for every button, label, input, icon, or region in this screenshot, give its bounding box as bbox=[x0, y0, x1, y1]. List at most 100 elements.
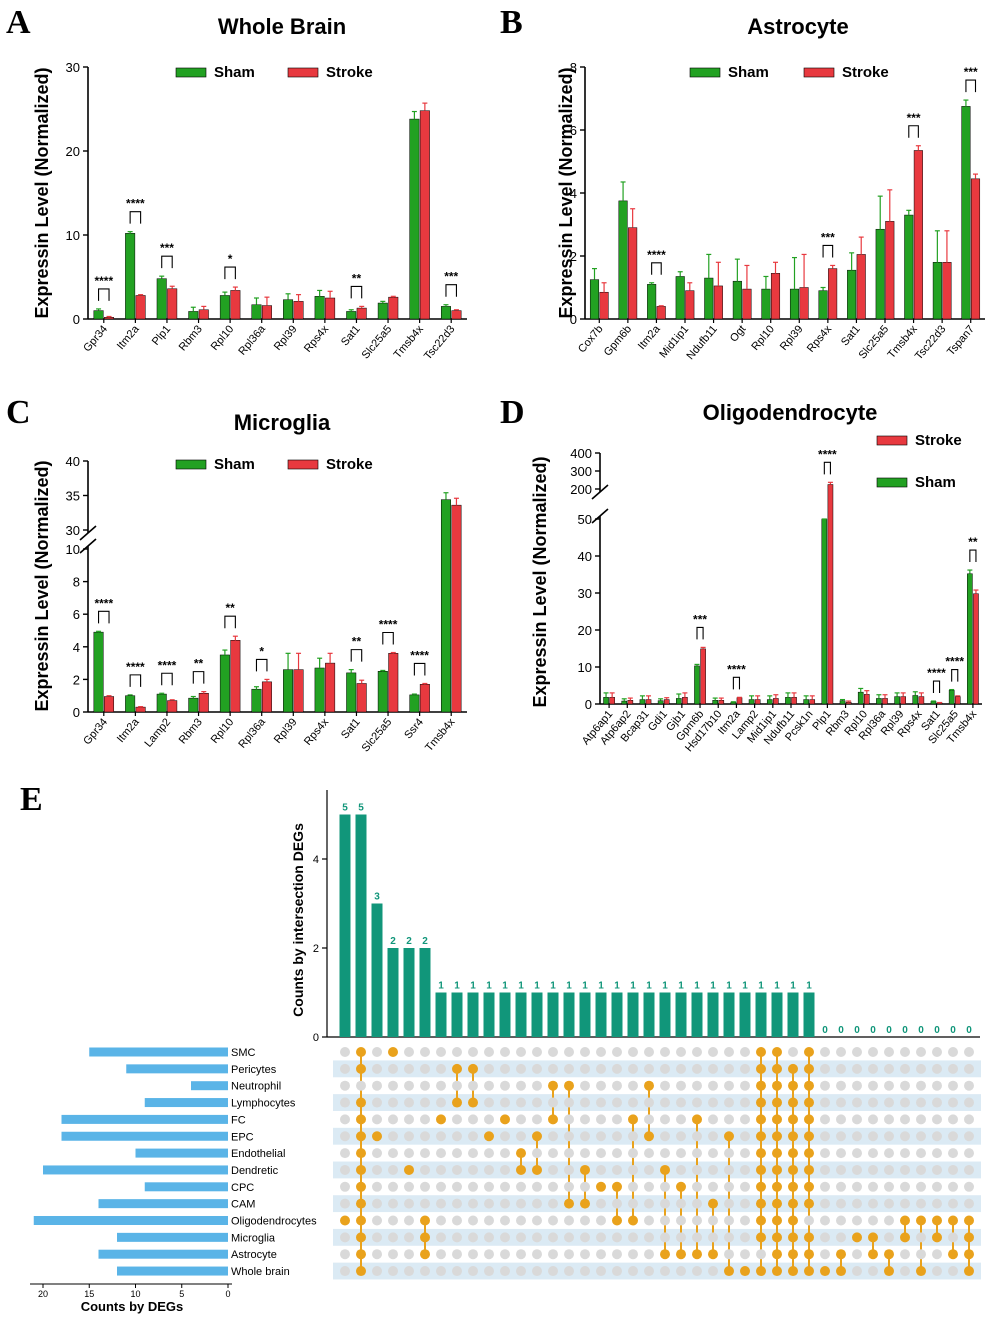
matrix-dot-empty bbox=[452, 1249, 462, 1260]
matrix-dot-empty bbox=[900, 1097, 910, 1108]
significance-bracket bbox=[651, 262, 662, 275]
matrix-dot-empty bbox=[916, 1080, 926, 1091]
set-size-bar bbox=[135, 1148, 228, 1158]
matrix-dot-empty bbox=[820, 1148, 830, 1159]
matrix-dot-empty bbox=[932, 1266, 942, 1277]
significance-label: *** bbox=[160, 241, 174, 255]
significance-bracket bbox=[823, 461, 831, 475]
matrix-dot-empty bbox=[660, 1080, 670, 1091]
bar-sham-Rpl10 bbox=[219, 654, 230, 713]
matrix-dot-empty bbox=[596, 1232, 606, 1243]
matrix-dot-empty bbox=[500, 1232, 510, 1243]
matrix-dot-empty bbox=[820, 1047, 830, 1057]
matrix-dot-filled bbox=[852, 1232, 862, 1243]
matrix-dot-filled bbox=[756, 1215, 766, 1226]
y-axis-label: Expressin Level (Normalized) bbox=[530, 456, 550, 707]
matrix-dot-empty bbox=[596, 1097, 606, 1108]
x-tick-label: Sat1 bbox=[339, 323, 363, 348]
y-tick-label: 8 bbox=[73, 575, 80, 590]
bar-sham-Tmsb4x bbox=[904, 214, 914, 320]
matrix-dot-empty bbox=[948, 1097, 958, 1108]
bar-sham-Plp1 bbox=[821, 518, 828, 705]
matrix-dot-empty bbox=[404, 1047, 414, 1057]
matrix-dot-empty bbox=[852, 1164, 862, 1175]
bar-sham-Tspan7 bbox=[961, 106, 971, 320]
row-stripe bbox=[333, 1161, 981, 1179]
matrix-dot-filled bbox=[772, 1131, 782, 1142]
matrix-dot-filled bbox=[548, 1114, 558, 1125]
legend-label: Sham bbox=[214, 456, 255, 473]
matrix-dot-filled bbox=[596, 1181, 606, 1192]
matrix-dot-empty bbox=[388, 1148, 398, 1159]
matrix-dot-empty bbox=[564, 1097, 574, 1108]
axes bbox=[79, 461, 467, 713]
matrix-dot-empty bbox=[404, 1266, 414, 1277]
bar-stroke-Ndufb11 bbox=[791, 697, 797, 705]
bar-stroke-Rbm3 bbox=[198, 309, 209, 320]
matrix-dot-empty bbox=[932, 1164, 942, 1175]
chart-title: Astrocyte bbox=[747, 14, 848, 39]
matrix-dot-filled bbox=[580, 1164, 590, 1175]
matrix-dot-empty bbox=[900, 1148, 910, 1159]
matrix-dot-empty bbox=[468, 1215, 478, 1226]
matrix-dot-filled bbox=[788, 1131, 798, 1142]
matrix-dot-empty bbox=[692, 1097, 702, 1108]
matrix-dot-empty bbox=[740, 1097, 750, 1108]
intersection-count: 0 bbox=[870, 1025, 876, 1036]
bar-sham-Rbm3 bbox=[188, 311, 199, 320]
y-tick-label: 0 bbox=[570, 312, 577, 327]
matrix-dot-filled bbox=[916, 1215, 926, 1226]
bar-stroke-Rpl36a bbox=[261, 305, 272, 320]
matrix-dot-empty bbox=[404, 1080, 414, 1091]
matrix-dot-empty bbox=[596, 1114, 606, 1125]
matrix-dot-filled bbox=[788, 1232, 798, 1243]
matrix-dot-empty bbox=[612, 1266, 622, 1277]
matrix-dot-empty bbox=[820, 1232, 830, 1243]
matrix-dot-empty bbox=[500, 1063, 510, 1074]
matrix-dot-empty bbox=[388, 1198, 398, 1209]
significance-label: *** bbox=[444, 270, 458, 284]
bar-stroke-Rpl10 bbox=[230, 290, 241, 320]
bar-stroke-Itm2a bbox=[135, 295, 146, 320]
significance-bracket bbox=[696, 626, 704, 640]
intersection-count: 2 bbox=[390, 936, 396, 947]
upset-y-tick-label: 2 bbox=[313, 943, 319, 955]
y-tick-label: 0 bbox=[73, 312, 80, 327]
matrix-dot-empty bbox=[516, 1215, 526, 1226]
significance-bracket bbox=[445, 284, 457, 297]
significance-label: *** bbox=[907, 111, 921, 125]
significance-bracket bbox=[822, 244, 834, 258]
x-tick-label: Itm2a bbox=[115, 716, 142, 745]
x-tick-label: Itm2a bbox=[636, 323, 663, 352]
matrix-dot-filled bbox=[356, 1114, 366, 1125]
bar-stroke-Tmsb4x bbox=[913, 150, 923, 320]
matrix-dot-empty bbox=[420, 1063, 430, 1074]
matrix-dot-empty bbox=[964, 1114, 974, 1125]
intersection-count: 1 bbox=[790, 981, 796, 992]
matrix-dot-empty bbox=[388, 1164, 398, 1175]
matrix-dot-empty bbox=[660, 1131, 670, 1142]
matrix-dot-empty bbox=[484, 1080, 494, 1091]
matrix-dot-empty bbox=[628, 1080, 638, 1091]
set-size-tick-label: 0 bbox=[225, 1289, 230, 1299]
matrix-dot-empty bbox=[660, 1232, 670, 1243]
bar-sham-Rbm3 bbox=[188, 697, 199, 713]
matrix-dot-empty bbox=[676, 1131, 686, 1142]
panel-label-e: E bbox=[20, 781, 43, 818]
intersection-count: 0 bbox=[854, 1025, 860, 1036]
matrix-dot-empty bbox=[564, 1131, 574, 1142]
bar-stroke-Rpl36a bbox=[261, 681, 272, 713]
matrix-dot-empty bbox=[436, 1164, 446, 1175]
matrix-dot-filled bbox=[900, 1232, 910, 1243]
matrix-dot-filled bbox=[436, 1114, 446, 1125]
x-tick-label: Tmsb4x bbox=[392, 323, 427, 361]
x-tick-label: Rpl39 bbox=[272, 323, 300, 353]
bar-sham-Sat1 bbox=[930, 701, 937, 705]
intersection-count: 1 bbox=[534, 981, 540, 992]
matrix-dot-empty bbox=[628, 1249, 638, 1260]
matrix-dot-empty bbox=[644, 1164, 654, 1175]
bar-stroke-Rbm3 bbox=[845, 701, 852, 705]
matrix-dot-empty bbox=[484, 1215, 494, 1226]
bar-sham-Bcap31 bbox=[639, 699, 646, 705]
intersection-count: 0 bbox=[822, 1025, 828, 1036]
